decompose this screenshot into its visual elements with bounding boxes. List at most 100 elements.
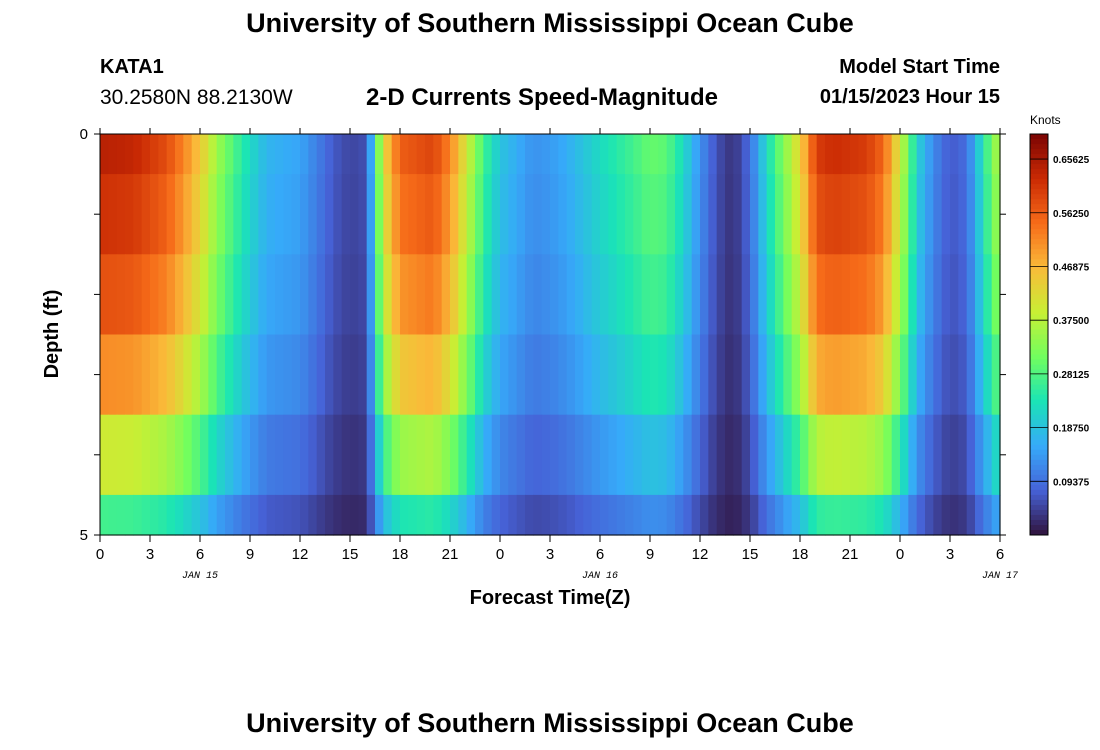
x-tick-label: 3 [946,546,954,563]
heatmap-cell [100,174,109,255]
heatmap-cell [766,494,776,536]
heatmap-cell [425,174,434,255]
x-tick-label: 6 [996,546,1004,563]
heatmap-cell [858,134,868,175]
heatmap-cell [625,334,634,416]
heatmap-cell [858,414,868,496]
heatmap-cell [466,174,476,255]
heatmap-cell [508,334,518,416]
heatmap-cell [933,494,943,536]
heatmap-cell [241,414,251,496]
colorbar-segment [1030,349,1048,356]
heatmap-cell [983,494,993,536]
heatmap-cell [858,174,868,255]
heatmap-cell [533,494,543,536]
heatmap-cell [716,174,726,255]
heatmap-cell [608,334,618,416]
heatmap-cell [808,254,818,336]
heatmap-cell [791,494,801,536]
heatmap-cell [375,174,384,255]
heatmap-cell [433,494,443,536]
heatmap-cell [925,414,934,496]
heatmap-cell [400,414,409,496]
colorbar-tick-label: 0.28125 [1053,370,1090,381]
heatmap-cell [491,334,501,416]
colorbar-segment [1030,319,1048,325]
heatmap-cell [500,414,509,496]
heatmap-cell [916,494,926,536]
colorbar-segment [1030,304,1048,310]
heatmap-cell [800,254,809,336]
heatmap-cell [900,414,909,496]
heatmap-cell [225,254,234,336]
heatmap-cell [516,494,526,536]
heatmap-cell [533,134,543,175]
heatmap-cell [291,174,301,255]
heatmap-cell [616,414,626,496]
heatmap-cell [391,134,401,175]
heatmap-cell [908,334,918,416]
heatmap-cell [483,254,493,336]
heatmap-cell [458,174,468,255]
heatmap-cell [758,254,768,336]
heatmap-cell [308,134,318,175]
heatmap-cell [841,414,851,496]
heatmap-cell [966,134,976,175]
x-tick-label: 0 [496,546,504,563]
heatmap-cell [400,334,409,416]
heatmap-cell [825,334,834,416]
heatmap-cell [866,334,876,416]
heatmap-cell [525,174,534,255]
colorbar-segment [1030,184,1048,190]
heatmap-cell [883,494,893,536]
heatmap-cell [400,134,409,175]
heatmap-cell [575,174,584,255]
heatmap-cell [483,494,493,536]
heatmap-cell [733,254,743,336]
heatmap-cell [416,494,426,536]
heatmap-cell [475,494,484,536]
heatmap-cell [116,414,126,496]
heatmap-cell [516,334,526,416]
heatmap-cell [516,414,526,496]
heatmap-cell [400,254,409,336]
x-tick-label: 0 [96,546,104,563]
colorbar-segment [1030,254,1048,260]
heatmap-cell [150,134,159,175]
heatmap-cell [658,254,668,336]
heatmap-cell [108,334,118,416]
heatmap-cell [508,494,518,536]
heatmap-cell [475,174,484,255]
colorbar-segment [1030,274,1048,280]
heatmap-cell [925,254,934,336]
heatmap-cell [208,174,218,255]
heatmap-cell [200,134,209,175]
heatmap-cell [616,334,626,416]
heatmap-cell [508,174,518,255]
heatmap-cell [650,334,659,416]
heatmap-cell [291,414,301,496]
colorbar-segment [1030,314,1048,320]
heatmap-cell [991,414,1001,496]
heatmap-cell [250,134,259,175]
heatmap-cell [625,414,634,496]
colorbar-frame [1029,133,1049,536]
heatmap-cell [525,334,534,416]
heatmap-cell [750,334,759,416]
heatmap-cell [725,134,734,175]
heatmap-cell [900,134,909,175]
heatmap-cell [391,174,401,255]
colorbar-segment [1030,339,1048,346]
colorbar-segment [1030,229,1048,235]
heatmap-cell [341,254,351,336]
date-label: JAN 15 [182,571,218,582]
heatmap-cell [825,174,834,255]
heatmap-cell [900,174,909,255]
heatmap-cell [325,494,334,536]
heatmap-cell [766,254,776,336]
colorbar-tick-label: 0.37500 [1053,316,1090,327]
heatmap-cell [600,414,609,496]
heatmap-cell [433,414,443,496]
colorbar-segment [1030,219,1048,225]
heatmap-cell [500,494,509,536]
